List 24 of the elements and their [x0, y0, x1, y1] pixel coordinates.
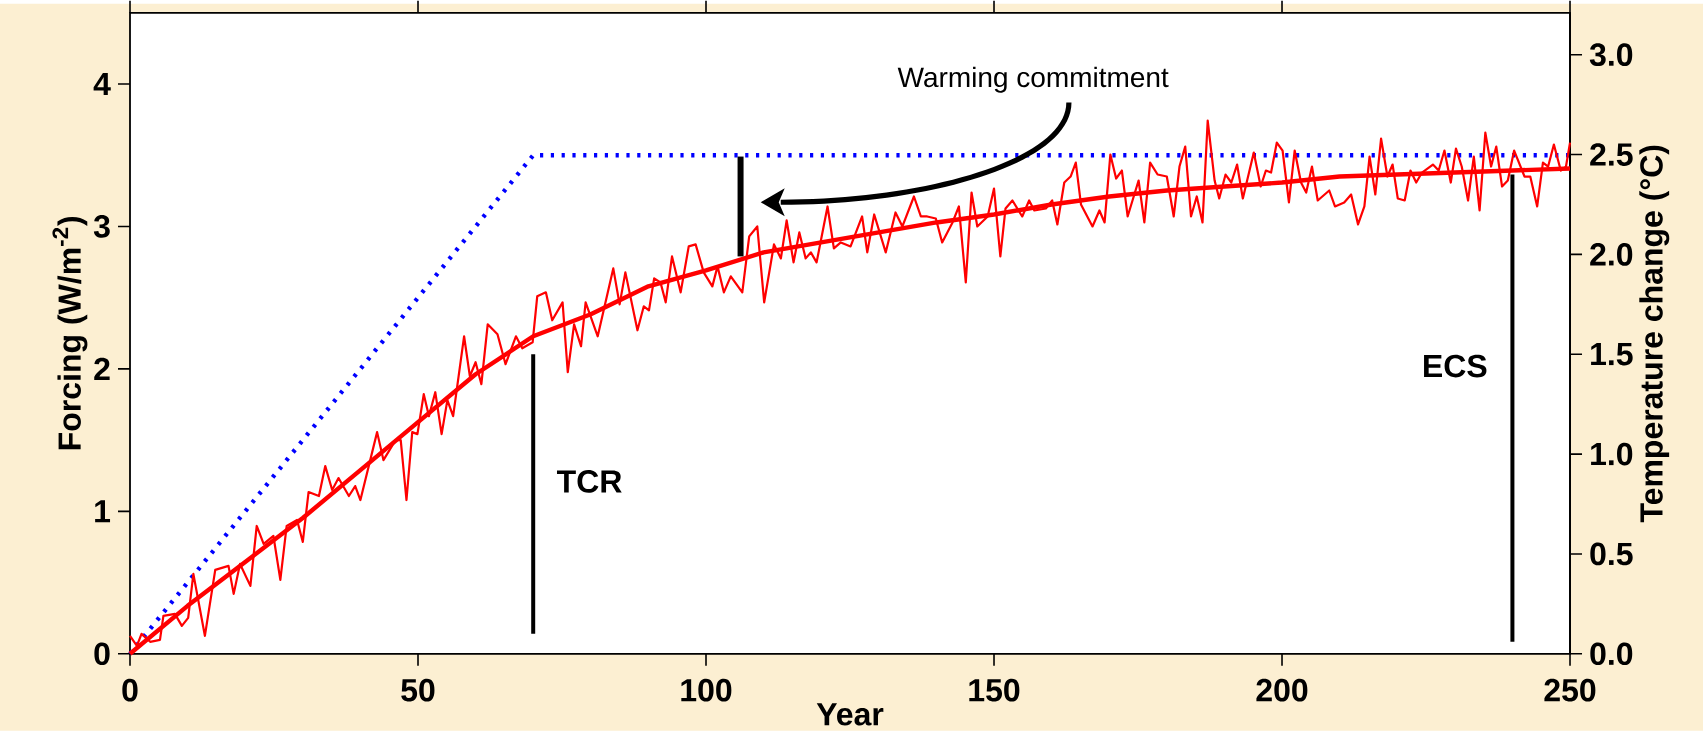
- annotation: TCR: [556, 470, 622, 493]
- y2-axis-title: Temperature change (°C): [1639, 145, 1670, 523]
- x-tick-label: 50: [401, 678, 435, 702]
- y2-tick-label: 1.0: [1591, 442, 1633, 466]
- y-tick-label: 2: [94, 357, 110, 380]
- y2-tick-label: 1.5: [1591, 342, 1633, 366]
- y-tick-label: 0: [94, 642, 110, 665]
- y-tick-label: 4: [93, 72, 111, 95]
- y-axis-title: Forcing (W/m$^{-2}$): [52, 216, 88, 450]
- y2-tick-label: 0.5: [1590, 542, 1633, 566]
- x-tick-label: 0: [122, 678, 138, 702]
- x-tick-label: 250: [1544, 678, 1596, 702]
- y2-tick-label: 3.0: [1589, 43, 1633, 66]
- y2-tick-label: 2.0: [1590, 242, 1633, 266]
- x-tick-label: 200: [1256, 678, 1308, 702]
- annotation: Warming commitment: [897, 66, 1169, 93]
- y-tick-label: 3: [93, 215, 110, 238]
- y2-tick-label: 2.5: [1590, 143, 1633, 166]
- x-axis-title: Year: [816, 703, 884, 726]
- x-tick-label: 150: [969, 678, 1020, 702]
- y2-tick-label: 0.0: [1590, 642, 1633, 665]
- annotation: ECS: [1424, 354, 1487, 378]
- x-tick-label: 100: [681, 678, 732, 702]
- y-tick-label: 1: [95, 500, 111, 523]
